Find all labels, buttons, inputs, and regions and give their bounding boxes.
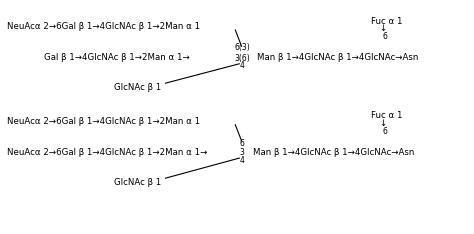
Text: Fuc α 1: Fuc α 1 bbox=[371, 17, 402, 26]
Text: 6: 6 bbox=[240, 139, 245, 148]
Text: Gal β 1→4GlcNAc β 1→2Man α 1→: Gal β 1→4GlcNAc β 1→2Man α 1→ bbox=[44, 53, 190, 62]
Text: GlcNAc β 1: GlcNAc β 1 bbox=[114, 83, 161, 91]
Text: NeuAcα 2→6Gal β 1→4GlcNAc β 1→2Man α 1→: NeuAcα 2→6Gal β 1→4GlcNAc β 1→2Man α 1→ bbox=[7, 148, 208, 157]
Text: 3: 3 bbox=[240, 148, 245, 157]
Text: Man β 1→4GlcNAc β 1→4GlcNAc→Asn: Man β 1→4GlcNAc β 1→4GlcNAc→Asn bbox=[257, 53, 419, 62]
Text: 4: 4 bbox=[240, 156, 245, 165]
Text: 6: 6 bbox=[383, 127, 388, 135]
Text: Fuc α 1: Fuc α 1 bbox=[371, 111, 402, 120]
Text: ↓: ↓ bbox=[379, 119, 387, 128]
Text: GlcNAc β 1: GlcNAc β 1 bbox=[114, 178, 161, 186]
Text: Man β 1→4GlcNAc β 1→4GlcNAc→Asn: Man β 1→4GlcNAc β 1→4GlcNAc→Asn bbox=[253, 148, 414, 157]
Text: NeuAcα 2→6Gal β 1→4GlcNAc β 1→2Man α 1: NeuAcα 2→6Gal β 1→4GlcNAc β 1→2Man α 1 bbox=[7, 22, 200, 31]
Text: ↓: ↓ bbox=[379, 24, 387, 33]
Text: 4: 4 bbox=[240, 62, 245, 70]
Text: 3(6): 3(6) bbox=[234, 54, 250, 62]
Text: 6: 6 bbox=[383, 32, 388, 41]
Text: 6(3): 6(3) bbox=[234, 44, 250, 52]
Text: NeuAcα 2→6Gal β 1→4GlcNAc β 1→2Man α 1: NeuAcα 2→6Gal β 1→4GlcNAc β 1→2Man α 1 bbox=[7, 117, 200, 126]
